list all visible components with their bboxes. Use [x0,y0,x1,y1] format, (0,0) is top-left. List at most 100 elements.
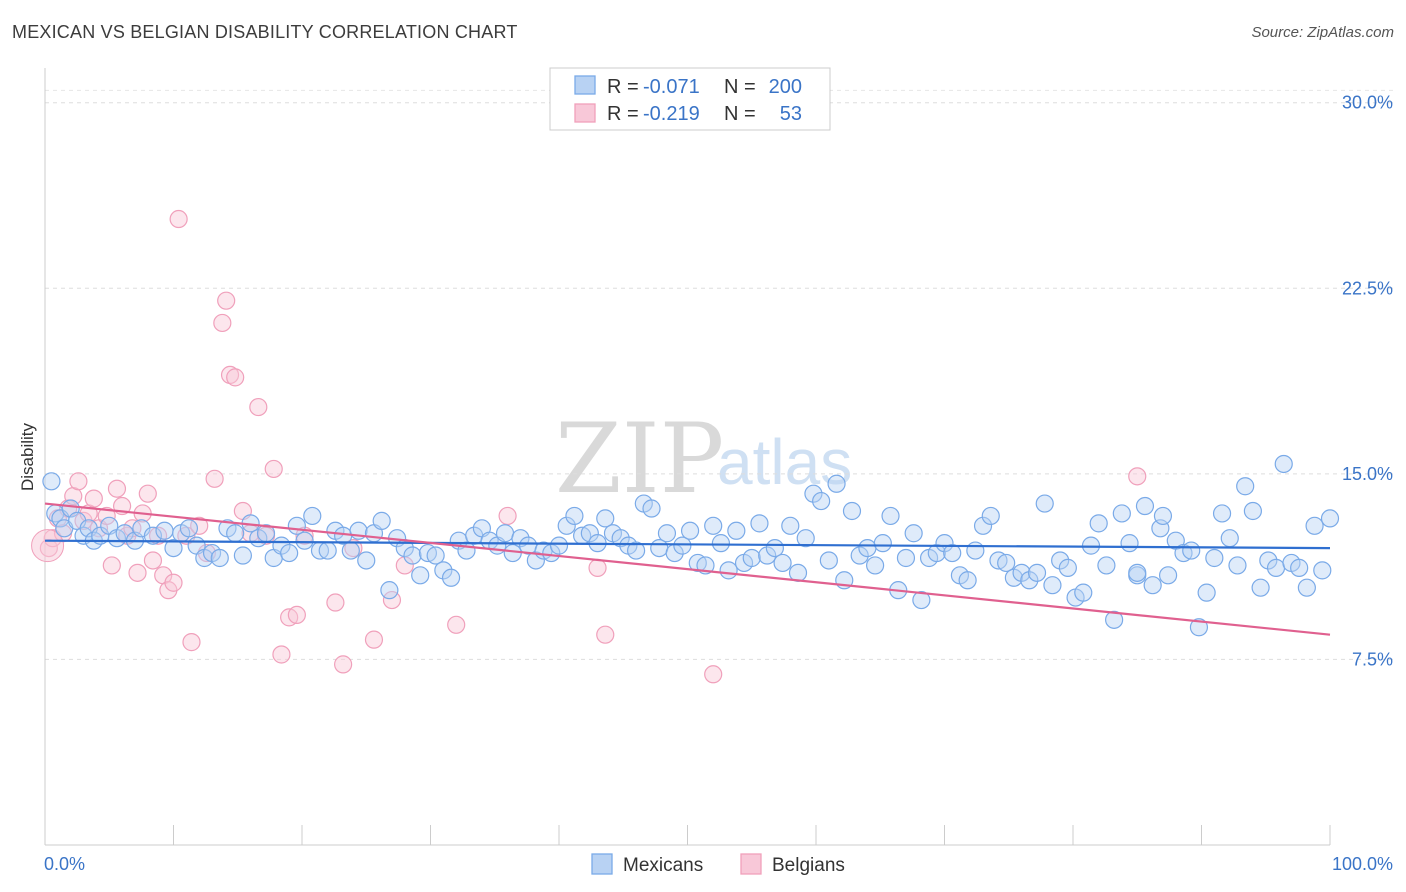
trend-lines [44,502,1331,636]
mexicans-point [981,506,1000,526]
mexicans-point [1012,563,1031,582]
mexicans-point [1243,501,1263,521]
mexicans-point [549,536,569,555]
mexicans-point [565,506,584,526]
mexicans-point [1097,556,1116,575]
mexicans-point [842,501,862,521]
mexicans-point [233,546,252,565]
mexicans-point [441,568,461,587]
belgians-point [205,469,224,488]
bottom-legend: Mexicans Belgians [591,853,845,876]
belgians-point [498,506,517,526]
mexicans-point [1320,509,1340,528]
belgians-point [138,484,157,503]
mexicans-point [819,551,838,570]
mexicans-point [727,521,746,540]
belgians-point [102,556,121,575]
belgians-point [164,573,183,592]
mexicans-point [495,524,515,543]
mexicans-point [411,566,430,585]
legend-n-label-1: N = [724,76,756,98]
mexicans-point [935,534,954,553]
belgians-point [334,655,353,674]
mexicans-point [966,541,985,560]
mexicans-point [804,484,823,503]
mexicans-point [280,543,299,563]
mexicans-point [318,541,337,560]
mexicans-point [711,534,731,553]
mexicans-point [526,551,545,570]
axes [44,68,1331,846]
mexicans-point [611,529,630,548]
mexicans-point [1120,534,1139,553]
mexicans-point [719,561,738,580]
legend-r-value-1: -0.071 [643,76,700,98]
mexicans-point [295,531,314,550]
belgians-point [182,633,201,652]
y-tick-label-1: 15.0% [1342,464,1393,484]
mexicans-point [357,551,376,570]
mexicans-point [812,491,831,511]
mexicans-point [781,516,800,535]
mexicans-point [927,543,946,563]
y-tick-label-0: 7.5% [1352,649,1393,669]
mexicans-point [973,516,993,535]
mexicans-point [42,472,61,491]
belgians-point [226,368,245,387]
mexicans-point [673,536,692,555]
belgians-point [1128,467,1147,486]
mexicans-point [1251,578,1270,597]
belgians-point [213,313,232,333]
mexicans-point [704,516,723,535]
legend-n-value-2: 53 [780,103,802,125]
watermark-atlas: atlas [717,426,852,498]
mexicans-point [796,529,815,548]
belgians-point [217,291,236,310]
belgians-point [588,558,607,577]
legend-n-value-1: 200 [769,76,802,98]
bottom-legend-swatch-mexicans [591,853,613,875]
mexicans-point [143,526,163,545]
mexicans-point [1128,563,1147,582]
mexicans-point [1197,583,1216,602]
mexicans-point [226,524,245,543]
mexicans-point [403,546,422,565]
belgians-point [264,459,283,479]
mexicans-point [341,541,360,560]
mexicans-point [380,581,399,600]
legend-r-label-1: R = [607,76,639,98]
chart-title: MEXICAN VS BELGIAN DISABILITY CORRELATIO… [12,22,518,42]
belgians-point [326,593,345,612]
mexicans-point [1228,556,1247,575]
mexicans-point [680,521,700,540]
mexicans-point [1058,558,1077,577]
bottom-legend-swatch-belgians [740,853,762,875]
mexicans-point [1212,504,1232,523]
belgians-point [704,665,723,684]
bottom-legend-belgians: Belgians [772,855,845,876]
mexicans-point [626,541,646,560]
mexicans-point [997,553,1016,573]
mexicans-point [1305,516,1324,535]
gridlines [45,89,1393,660]
mexicans-point [155,521,174,540]
mexicans-point [773,553,792,573]
mexicans-point [1135,496,1155,516]
mexicans-point [873,534,892,553]
mexicans-point [1105,610,1124,629]
legend-swatch-mexicans [574,75,596,95]
mexicans-point [210,548,229,568]
mexicans-point [426,546,445,565]
belgians-point [143,551,163,570]
mexicans-point [179,519,199,538]
mexicans-point [1153,506,1173,526]
belgians-point [447,615,466,634]
x-tick-label-1: 100.0% [1332,854,1393,874]
mexicans-point [896,548,916,568]
mexicans-point [1297,578,1316,597]
belgians-point [107,479,127,498]
mexicans-point [750,514,769,533]
mexicans-point [372,511,391,530]
mexicans-point [1112,504,1131,523]
mexicans-point [758,546,777,565]
